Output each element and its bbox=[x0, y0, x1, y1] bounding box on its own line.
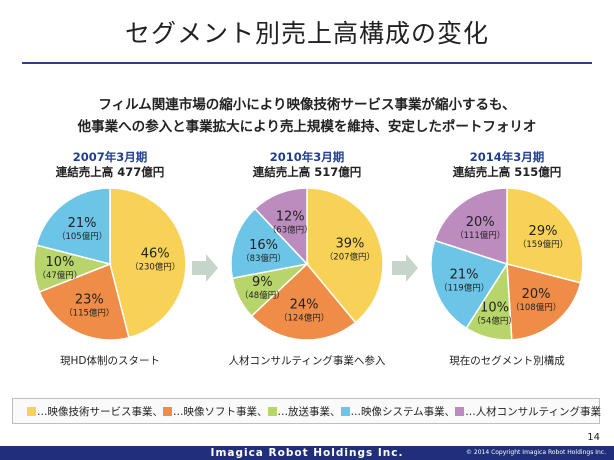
slice-amount-label: （54億円） bbox=[472, 316, 517, 327]
arrow-right-icon bbox=[192, 254, 218, 286]
legend-swatch bbox=[27, 406, 36, 416]
pie-svg: 29%（159億円）20%（108億円）10%（54億円）21%（119億円）2… bbox=[430, 187, 584, 341]
chart-total-sales: 連結売上高 477億円 bbox=[55, 165, 165, 179]
pie-slice bbox=[306, 187, 384, 324]
pie-slice bbox=[38, 262, 130, 341]
subtitle-line-1: フィルム関連市場の縮小により映像技術サービス事業が縮小するも、 bbox=[98, 97, 516, 113]
page-number: 14 bbox=[587, 432, 600, 443]
slice-amount-label: （119億円） bbox=[439, 282, 489, 293]
slice-percent-label: 21% bbox=[450, 267, 479, 282]
slice-percent-label: 29% bbox=[529, 224, 558, 239]
chart-period: 2007年3月期 bbox=[72, 150, 148, 164]
slice-percent-label: 21% bbox=[68, 216, 97, 231]
legend-label: …映像ソフト事業、 bbox=[173, 405, 268, 418]
legend-item: …映像技術サービス事業、 bbox=[27, 404, 163, 419]
chart-total-sales: 連結売上高 515億円 bbox=[452, 165, 562, 179]
slice-amount-label: （159億円） bbox=[518, 239, 568, 250]
slice-amount-label: （63億円） bbox=[268, 225, 313, 236]
chart-period: 2010年3月期 bbox=[269, 150, 345, 164]
legend-item: …放送事業、 bbox=[267, 404, 341, 419]
pie-slice bbox=[250, 262, 357, 341]
legend-swatch bbox=[163, 406, 172, 416]
pie-slice bbox=[35, 187, 111, 265]
legend-swatch bbox=[340, 406, 350, 416]
chart-caption: 人材コンサルティング事業へ参入 bbox=[228, 355, 386, 367]
pie-svg: 46%（230億円） 23%（115億円） 10%（47億円） 21%（105億円） bbox=[33, 187, 187, 341]
pie-slice bbox=[109, 187, 187, 339]
pie-slice bbox=[506, 187, 584, 284]
slice-amount-label: （230億円） bbox=[130, 261, 180, 272]
pie-slice bbox=[253, 187, 308, 266]
footer-bar: Imagica Robot Holdings Inc. © 2014 Copyr… bbox=[0, 446, 614, 460]
chart-caption: 現在のセグメント別構成 bbox=[449, 355, 565, 367]
slice-percent-label: 46% bbox=[141, 246, 170, 261]
slice-amount-label: （124億円） bbox=[279, 313, 329, 324]
slice-amount-label: （48億円） bbox=[240, 290, 285, 301]
slice-amount-label: （47億円） bbox=[37, 270, 82, 281]
slice-percent-label: 20% bbox=[522, 287, 551, 302]
slice-percent-label: 39% bbox=[335, 237, 364, 252]
chart-total-sales: 連結売上高 517億円 bbox=[252, 165, 362, 179]
slice-amount-label: （207億円） bbox=[325, 252, 375, 263]
slice-percent-label: 20% bbox=[466, 215, 495, 230]
title-divider bbox=[22, 62, 592, 64]
legend-label: …映像システム事業、 bbox=[350, 405, 456, 418]
pie-svg: 39%（207億円） 24%（124億円） 9%（48億円） 16%（83億円） 12%… bbox=[230, 187, 384, 341]
footer-company-name: Imagica Robot Holdings Inc. bbox=[210, 447, 404, 459]
pie-chart-2007: 2007年3月期 連結売上高 477億円 46% （230億円） 23% （115億円… bbox=[21, 150, 199, 368]
slice-percent-label: 16% bbox=[249, 238, 278, 253]
chart-caption: 現HD体制のスタート bbox=[60, 355, 160, 367]
slice-percent-label: 12% bbox=[276, 210, 305, 225]
legend-label: …映像技術サービス事業、 bbox=[37, 405, 163, 418]
legend-item: …映像ソフト事業、 bbox=[163, 404, 268, 419]
slide-title: セグメント別売上高構成の変化 bbox=[124, 19, 489, 48]
pie-slice bbox=[230, 207, 309, 280]
slice-amount-label: （83億円） bbox=[241, 253, 286, 264]
footer-copyright: © 2014 Copyright Imagica Robot Holdings … bbox=[465, 449, 606, 456]
slice-amount-label: （115億円） bbox=[64, 308, 114, 319]
slice-amount-label: （105億円） bbox=[57, 231, 107, 242]
slice-amount-label: （108億円） bbox=[511, 302, 561, 313]
legend-label: …放送事業、 bbox=[277, 405, 341, 418]
pie-chart-2010: 2010年3月期 連結売上高 517億円 39% （207億円） 24% （124億円… bbox=[218, 150, 396, 368]
slice-amount-label: （111億円） bbox=[455, 230, 505, 241]
legend-swatch bbox=[267, 406, 277, 416]
chart-legend: …映像技術サービス事業、 …映像ソフト事業、 …放送事業、 …映像システム事業、… bbox=[12, 398, 601, 424]
pie-chart-2014: 2014年3月期 連結売上高 515億円 29% （159億円） 20% （108億円… bbox=[418, 150, 596, 368]
legend-item: …映像システム事業、 bbox=[340, 404, 456, 419]
slice-percent-label: 10% bbox=[480, 301, 509, 316]
chart-period: 2014年3月期 bbox=[469, 150, 545, 164]
pie-slice bbox=[430, 239, 509, 330]
legend-label: …人材コンサルティング事業 bbox=[465, 405, 602, 418]
pie-slice bbox=[433, 187, 508, 266]
slice-percent-label: 9% bbox=[252, 275, 273, 290]
subtitle-line-2: 他事業への参入と事業拡大により売上規模を維持、安定したポートフォリオ bbox=[77, 119, 537, 135]
legend-swatch bbox=[455, 406, 465, 416]
pie-slice bbox=[506, 263, 582, 341]
arrow-right-icon bbox=[392, 254, 418, 286]
slice-percent-label: 23% bbox=[75, 293, 104, 308]
slice-percent-label: 10% bbox=[45, 255, 74, 270]
legend-item: …人材コンサルティング事業 bbox=[455, 404, 601, 419]
slice-percent-label: 24% bbox=[290, 298, 319, 313]
